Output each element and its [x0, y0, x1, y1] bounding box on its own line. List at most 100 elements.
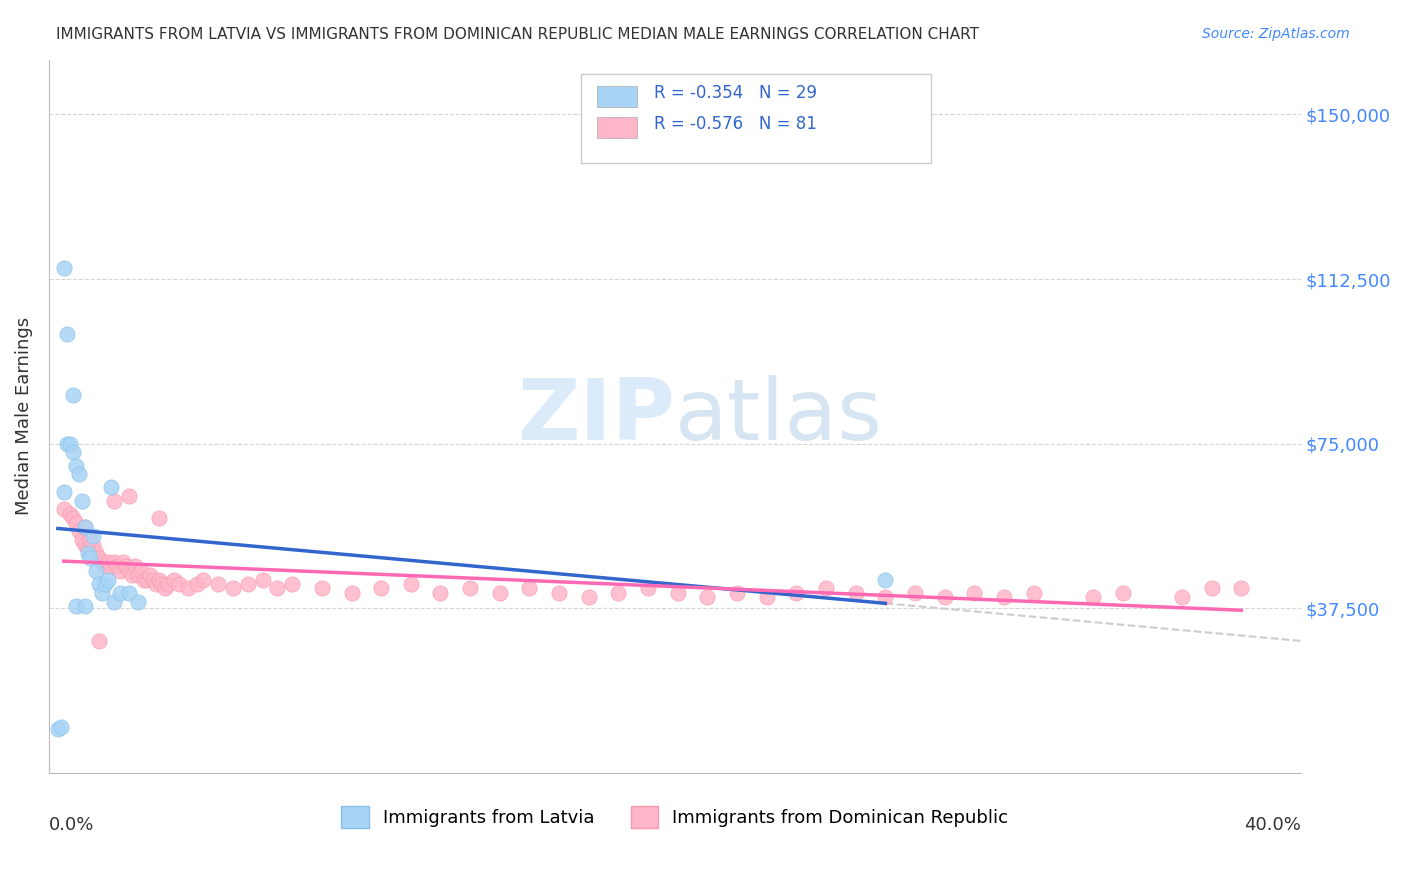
Y-axis label: Median Male Earnings: Median Male Earnings [15, 318, 32, 516]
Point [177, 582, 200, 596]
Point [65, 599, 87, 613]
Point [370, 582, 392, 596]
Point [548, 586, 571, 600]
Point [79, 533, 101, 548]
Point [162, 573, 184, 587]
Point [118, 586, 141, 600]
Point [67, 524, 90, 539]
Text: ZIP: ZIP [517, 375, 675, 458]
FancyBboxPatch shape [598, 86, 637, 107]
Point [207, 577, 229, 591]
Point [65, 516, 87, 530]
Point [103, 555, 125, 569]
Point [1111, 586, 1133, 600]
Point [1081, 591, 1104, 605]
Point [124, 559, 146, 574]
Point [59, 507, 82, 521]
Point [222, 582, 245, 596]
Point [399, 577, 422, 591]
Point [127, 568, 149, 582]
Point [100, 559, 122, 574]
Point [82, 529, 104, 543]
Point [129, 564, 152, 578]
Point [89, 577, 111, 591]
Point [904, 586, 927, 600]
Point [73, 520, 96, 534]
Point [458, 582, 481, 596]
Point [79, 550, 101, 565]
Point [97, 555, 120, 569]
Point [73, 599, 96, 613]
Point [65, 458, 87, 473]
Point [55, 436, 77, 450]
Point [150, 577, 173, 591]
Point [103, 493, 125, 508]
Point [578, 591, 600, 605]
Point [127, 594, 149, 608]
Point [186, 577, 208, 591]
Point [76, 546, 98, 560]
Text: 40.0%: 40.0% [1244, 815, 1301, 833]
Point [94, 559, 117, 574]
Text: Source: ZipAtlas.com: Source: ZipAtlas.com [1202, 27, 1350, 41]
Point [62, 511, 84, 525]
Point [311, 582, 333, 596]
Point [845, 586, 868, 600]
Point [135, 573, 157, 587]
Point [105, 559, 128, 574]
Point [993, 591, 1015, 605]
Point [785, 586, 807, 600]
Point [815, 582, 838, 596]
Point [875, 573, 897, 587]
Point [55, 326, 77, 341]
Point [103, 594, 125, 608]
Point [139, 568, 162, 582]
Text: IMMIGRANTS FROM LATVIA VS IMMIGRANTS FROM DOMINICAN REPUBLIC MEDIAN MALE EARNING: IMMIGRANTS FROM LATVIA VS IMMIGRANTS FRO… [56, 27, 979, 42]
Point [148, 511, 170, 525]
Point [89, 634, 111, 648]
Point [86, 564, 108, 578]
Point [1201, 582, 1223, 596]
Point [49, 720, 72, 734]
Point [156, 577, 179, 591]
Point [121, 568, 143, 582]
Point [607, 586, 630, 600]
Point [91, 555, 114, 569]
Point [70, 493, 93, 508]
Point [340, 586, 363, 600]
Legend: Immigrants from Latvia, Immigrants from Dominican Republic: Immigrants from Latvia, Immigrants from … [335, 798, 1015, 835]
Point [94, 577, 117, 591]
Point [637, 582, 659, 596]
FancyBboxPatch shape [581, 74, 931, 163]
Point [67, 467, 90, 482]
Point [46, 722, 69, 736]
Point [52, 261, 75, 276]
Point [52, 502, 75, 516]
Point [108, 564, 131, 578]
Point [115, 559, 138, 574]
Point [132, 573, 155, 587]
Point [963, 586, 986, 600]
Point [429, 586, 451, 600]
Point [281, 577, 304, 591]
Point [118, 489, 141, 503]
Point [97, 573, 120, 587]
Point [488, 586, 510, 600]
Text: R = -0.354   N = 29: R = -0.354 N = 29 [654, 84, 817, 102]
Point [934, 591, 956, 605]
Point [86, 546, 108, 560]
Text: 0.0%: 0.0% [49, 815, 94, 833]
Point [59, 436, 82, 450]
Text: R = -0.576   N = 81: R = -0.576 N = 81 [654, 115, 817, 133]
Point [519, 582, 541, 596]
Text: atlas: atlas [675, 375, 883, 458]
Point [1171, 591, 1194, 605]
Point [153, 582, 176, 596]
Point [112, 555, 135, 569]
Point [91, 586, 114, 600]
Point [89, 550, 111, 565]
Point [100, 481, 122, 495]
Point [1230, 582, 1253, 596]
Point [52, 484, 75, 499]
Point [82, 537, 104, 551]
